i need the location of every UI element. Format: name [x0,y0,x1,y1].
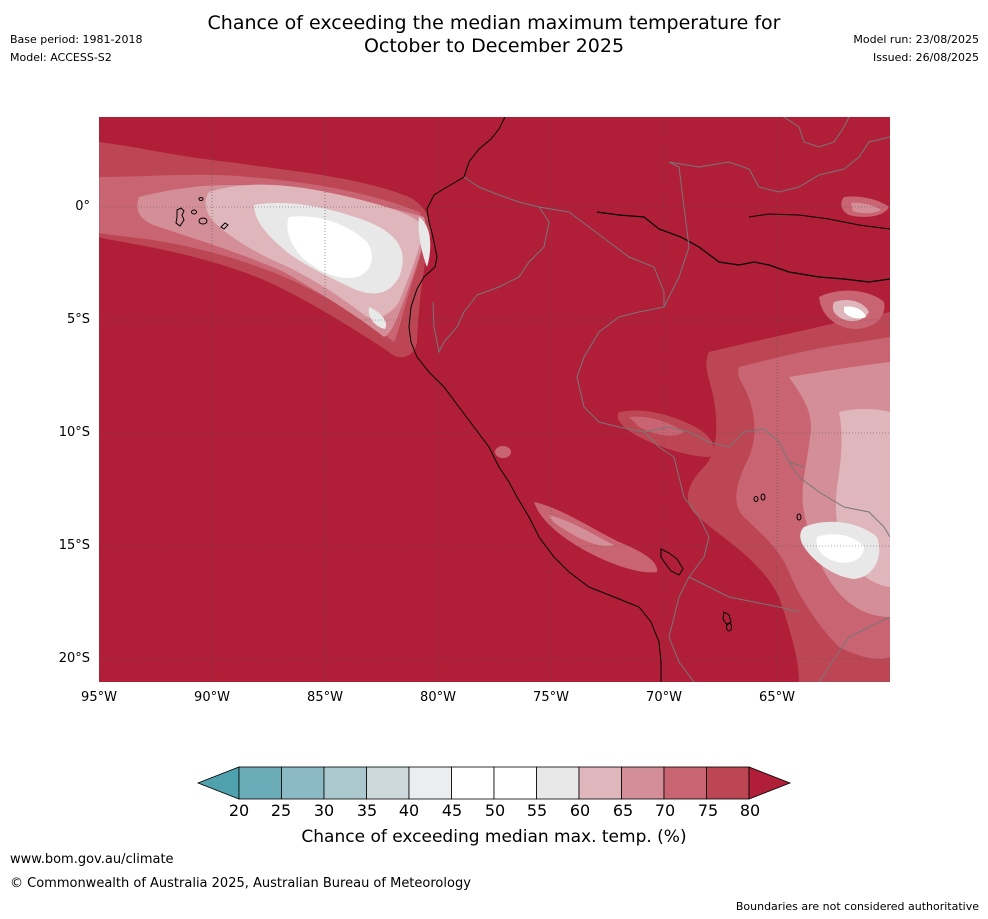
colorbar-segment [663,766,707,800]
title-line-1: Chance of exceeding the median maximum t… [207,12,781,34]
lon-label: 80°W [420,690,456,705]
colorbar-tick: 45 [441,801,463,820]
lat-label: 15°S [58,538,90,553]
colorbar-segment [451,766,495,800]
colorbar-segment [281,766,325,800]
lon-label: 70°W [646,690,682,705]
colorbar-tick: 75 [697,801,719,820]
colorbar-tick: 25 [270,801,292,820]
lon-label: 90°W [194,690,230,705]
colorbar-segment [706,766,750,800]
colorbar [196,766,792,800]
lat-label: 5°S [66,312,90,327]
colorbar-tick: 65 [612,801,634,820]
lake-outline-6 [796,513,802,521]
footer-url: www.bom.gov.au/climate [10,852,174,867]
colorbar-segment [493,766,537,800]
footer-note: Boundaries are not considered authoritat… [735,900,979,913]
model-text: Model: ACCESS-S2 [10,51,112,64]
colorbar-segment [323,766,367,800]
colorbar-segment [366,766,410,800]
lat-label: 10°S [58,425,90,440]
map-panel [99,117,890,682]
colorbar-label: Chance of exceeding median max. temp. (%… [301,827,687,847]
lake-outline-4 [753,496,759,502]
lon-label: 95°W [81,690,117,705]
base-period-text: Base period: 1981-2018 [10,33,143,46]
colorbar-arrow-right [748,766,792,800]
pacific-anomaly-shading [99,142,431,358]
andes-anomaly-shading [495,446,658,573]
east-anomaly-shading [617,196,890,682]
meta-left: Base period: 1981-2018 Model: ACCESS-S2 [10,33,142,65]
meta-right: Model run: 23/08/2025 Issued: 26/08/2025 [853,33,979,65]
colorbar-tick: 20 [228,801,250,820]
colorbar-tick: 80 [739,801,761,820]
colorbar-tick: 35 [356,801,378,820]
colorbar-segment [408,766,452,800]
colorbar-tick: 30 [313,801,335,820]
lat-label: 0° [75,199,90,214]
colorbar-tick: 40 [398,801,420,820]
colorbar-segment [578,766,622,800]
lon-label: 65°W [759,690,795,705]
lon-label: 75°W [533,690,569,705]
footer-copyright: © Commonwealth of Australia 2025, Austra… [10,876,471,891]
graticule [99,117,890,682]
colorbar-arrow-left [196,766,240,800]
lake-outline-5 [760,493,766,501]
chart-title: Chance of exceeding the median maximum t… [0,12,988,58]
colorbar-segment [536,766,580,800]
model-run-text: Model run: 23/08/2025 [853,33,979,46]
title-line-2: October to December 2025 [363,35,625,57]
lon-label: 85°W [307,690,343,705]
issued-text: Issued: 26/08/2025 [872,51,979,64]
colorbar-segment [238,766,282,800]
colorbar-tick: 60 [569,801,591,820]
colorbar-segment [621,766,665,800]
coastline [408,117,890,682]
lat-label: 20°S [58,651,90,666]
colorbar-tick: 70 [654,801,676,820]
lake-outline [660,548,684,576]
colorbar-tick: 55 [526,801,548,820]
country-borders [432,117,890,682]
colorbar-tick: 50 [484,801,506,820]
lake-outline-3 [722,611,732,626]
